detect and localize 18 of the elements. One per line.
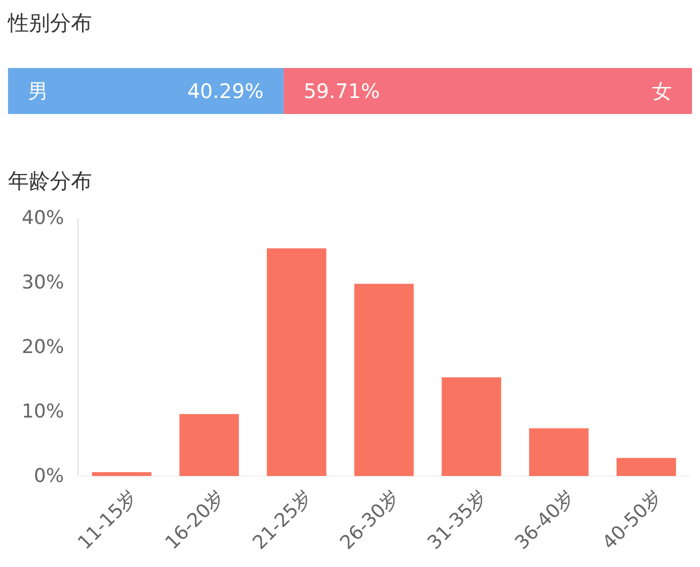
y-tick-label: 40% xyxy=(22,207,64,230)
chart-title: 性别分布 xyxy=(7,11,92,35)
y-tick-label: 30% xyxy=(22,272,64,294)
y-tick-label: 20% xyxy=(22,336,64,358)
data-label: 59.71% xyxy=(304,79,380,103)
chart-title: 年龄分布 xyxy=(8,169,92,193)
bar xyxy=(529,428,589,476)
bar xyxy=(616,458,676,476)
bar xyxy=(442,377,502,476)
data-label: 40.29% xyxy=(187,79,264,103)
bar xyxy=(266,248,326,476)
bar xyxy=(179,414,239,476)
series-label: 女 xyxy=(652,79,672,103)
series-label: 男 xyxy=(28,79,48,103)
y-tick-label: 10% xyxy=(22,400,64,423)
bar xyxy=(354,284,414,476)
y-tick-label: 0% xyxy=(34,465,64,488)
bar xyxy=(92,472,152,476)
